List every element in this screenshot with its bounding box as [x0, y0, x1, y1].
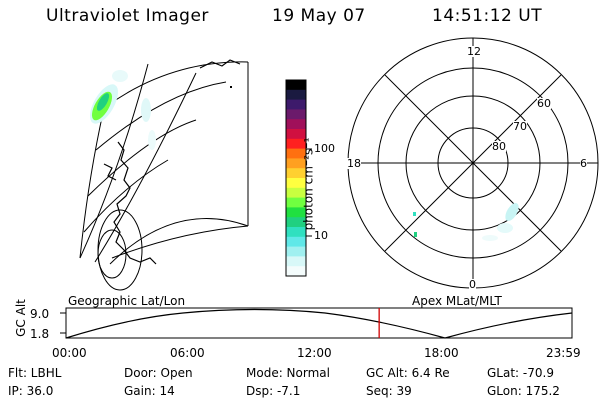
colorbar-cell: [286, 109, 306, 120]
door-info: Door: Open: [124, 366, 193, 380]
x-tick-0000: 00:00: [52, 346, 87, 360]
gc-alt-info: GC Alt: 6.4 Re: [366, 366, 450, 380]
filter-info: Flt: LBHL: [8, 366, 62, 380]
timeline-y-min: 1.8: [30, 327, 50, 341]
colorbar-cell: [286, 236, 306, 248]
colorbar-cell: [286, 266, 306, 277]
instrument-title: Ultraviolet Imager: [46, 6, 209, 26]
timeline-right-label: Apex MLat/MLT: [412, 294, 502, 308]
colorbar-cell: [286, 246, 306, 257]
colorbar-cell: [286, 187, 306, 199]
colorbar-cell: [286, 80, 306, 91]
colorbar-cell: [286, 227, 306, 238]
colorbar-cell: [286, 207, 306, 218]
colorbar-gradient: [286, 80, 306, 277]
x-tick-1200: 12:00: [297, 346, 332, 360]
colorbar-cell: [286, 119, 306, 130]
time-label: 14:51:12 UT: [432, 6, 543, 26]
colorbar-cell: [286, 89, 306, 101]
mode-info: Mode: Normal: [246, 366, 330, 380]
colorbar-cell: [286, 148, 306, 159]
mlat-label-70: 70: [513, 120, 527, 133]
colorbar-cell: [286, 138, 306, 150]
date-label: 19 May 07: [272, 6, 366, 26]
dsp-info: Dsp: -7.1: [246, 384, 301, 398]
timeline-frame: [65, 307, 573, 339]
x-tick-1800: 18:00: [424, 346, 459, 360]
colorbar-cell: [286, 129, 306, 140]
ip-info: IP: 36.0: [8, 384, 54, 398]
colorbar-cell: [286, 197, 306, 208]
mlat-label-80: 80: [492, 140, 506, 153]
altitude-curve: [65, 308, 573, 339]
mlt-label-6: 6: [580, 157, 587, 170]
glat-info: GLat: -70.9: [487, 366, 554, 380]
colorbar-cell: [286, 217, 306, 228]
timeline-left-label: Geographic Lat/Lon: [68, 294, 186, 308]
mlat-label-60: 60: [537, 97, 551, 110]
x-tick-0600: 06:00: [170, 346, 205, 360]
colorbar-label-10: 10: [314, 229, 328, 242]
mlt-label-18: 18: [347, 157, 361, 170]
seq-info: Seq: 39: [366, 384, 412, 398]
mlt-label-0: 0: [469, 278, 476, 291]
colorbar-cell: [286, 158, 306, 169]
timeline-y-max: 9.0: [30, 307, 50, 321]
colorbar-cell: [286, 168, 306, 179]
mlt-label-12: 12: [467, 45, 481, 58]
colorbar-cell: [286, 178, 306, 189]
colorbar-cell: [286, 256, 306, 267]
x-tick-2359: 23:59: [546, 346, 581, 360]
colorbar-cell: [286, 99, 306, 110]
colorbar-label-100: 100: [314, 142, 335, 155]
glon-info: GLon: 175.2: [487, 384, 560, 398]
gain-info: Gain: 14: [124, 384, 175, 398]
